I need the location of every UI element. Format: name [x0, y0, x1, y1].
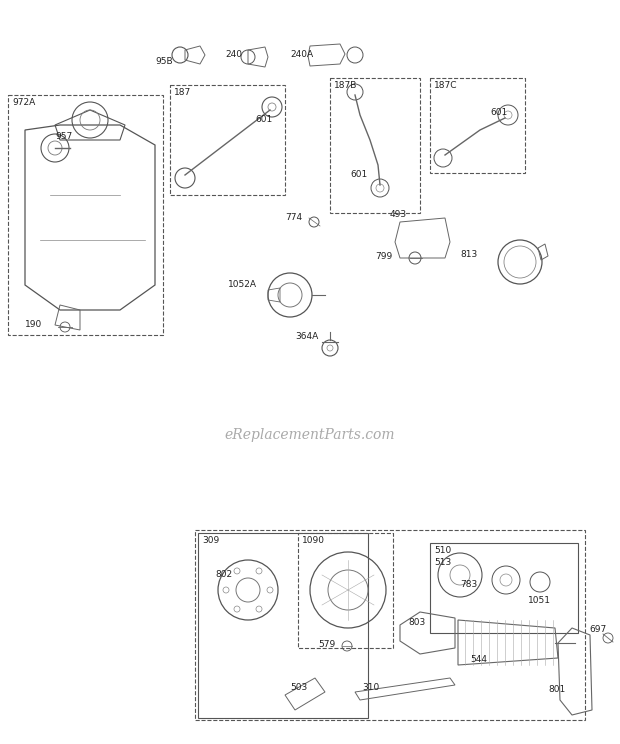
Text: 510: 510	[434, 546, 451, 555]
Bar	[170, 85, 285, 195]
Text: 493: 493	[390, 210, 407, 219]
Text: 774: 774	[285, 213, 302, 222]
Text: 513: 513	[434, 558, 451, 567]
Bar	[430, 543, 578, 633]
Text: 697: 697	[589, 625, 606, 634]
Text: 1052A: 1052A	[228, 280, 257, 289]
Bar	[298, 533, 393, 648]
Bar	[195, 530, 585, 720]
Text: 1051: 1051	[528, 596, 551, 605]
Text: 187: 187	[174, 88, 191, 97]
Text: 799: 799	[375, 252, 392, 261]
Text: 544: 544	[470, 655, 487, 664]
Text: 364A: 364A	[295, 332, 318, 341]
Bar	[8, 95, 163, 335]
Text: 309: 309	[202, 536, 219, 545]
Text: 95B: 95B	[155, 57, 172, 66]
Text: 503: 503	[290, 683, 308, 692]
Text: 190: 190	[25, 320, 42, 329]
Text: 601: 601	[255, 115, 272, 124]
Bar	[430, 78, 525, 173]
Text: 187C: 187C	[434, 81, 458, 90]
Text: 240: 240	[225, 50, 242, 59]
Bar	[330, 78, 420, 213]
Text: 601: 601	[350, 170, 367, 179]
Text: 802: 802	[215, 570, 232, 579]
Text: 240A: 240A	[290, 50, 313, 59]
Text: 187B: 187B	[334, 81, 357, 90]
Text: 957: 957	[55, 132, 73, 141]
Text: eReplacementParts.com: eReplacementParts.com	[224, 428, 396, 442]
Text: 601: 601	[490, 108, 507, 117]
Text: 972A: 972A	[12, 98, 35, 107]
Text: 801: 801	[548, 685, 565, 694]
Text: 813: 813	[460, 250, 477, 259]
Text: 310: 310	[362, 683, 379, 692]
Text: 783: 783	[460, 580, 477, 589]
Text: 1090: 1090	[302, 536, 325, 545]
Text: 579: 579	[318, 640, 335, 649]
Bar	[198, 533, 368, 718]
Text: 803: 803	[408, 618, 425, 627]
